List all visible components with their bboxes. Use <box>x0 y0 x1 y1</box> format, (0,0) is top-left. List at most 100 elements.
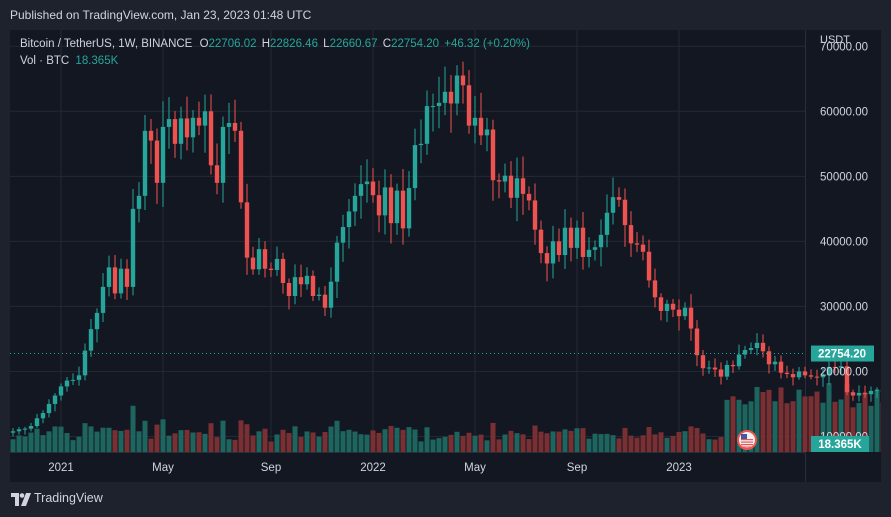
chart-panel[interactable]: 10000.0020000.0030000.0040000.0050000.00… <box>10 30 881 482</box>
candle-body <box>478 117 484 136</box>
volume-bar <box>364 434 370 452</box>
volume-bar <box>880 402 881 452</box>
volume-bar <box>388 425 394 452</box>
candle-body <box>712 367 718 370</box>
candle-body <box>802 371 808 376</box>
candle-body <box>166 119 172 127</box>
volume-bar <box>820 402 826 452</box>
volume-bar <box>412 429 418 452</box>
candle-body <box>766 351 772 365</box>
candle-body <box>352 195 358 212</box>
volume-bar <box>802 396 808 452</box>
candle-body <box>364 181 370 185</box>
volume-bar <box>418 441 424 452</box>
volume-bar <box>868 405 874 452</box>
volume-bar <box>304 431 310 452</box>
volume-bar <box>796 389 802 452</box>
candle-body <box>196 117 202 126</box>
volume-bar <box>52 426 58 452</box>
volume-bar <box>526 439 532 452</box>
flag-canton <box>741 434 747 439</box>
high-label: H <box>261 38 270 50</box>
candle-body <box>736 354 742 367</box>
volume-bar <box>118 430 124 452</box>
time-tick-label: Sep <box>567 462 587 474</box>
volume-bar <box>244 424 250 452</box>
volume-bar <box>748 401 754 452</box>
candle-body <box>550 241 556 264</box>
candle-body <box>850 392 856 396</box>
candle-body <box>616 197 622 200</box>
candle-body <box>544 253 550 264</box>
candle-body <box>790 374 796 378</box>
candle-body <box>826 366 832 376</box>
candle-body <box>484 129 490 136</box>
volume-legend: Vol · BTC 18.365K <box>20 53 530 70</box>
candle-body <box>172 119 178 144</box>
candle-body <box>772 361 778 365</box>
volume-bar <box>298 436 304 452</box>
tradingview-logo[interactable]: TradingView <box>11 491 103 506</box>
volume-bar <box>520 434 526 452</box>
volume-bar <box>676 431 682 452</box>
flag-stripe <box>741 444 753 446</box>
currency-label[interactable]: USDT <box>820 34 850 46</box>
candle-body <box>274 258 280 270</box>
price-chart[interactable]: 10000.0020000.0030000.0040000.0050000.00… <box>10 30 881 482</box>
candle-body <box>424 106 430 144</box>
time-tick-label: 2023 <box>666 462 692 474</box>
symbol-title[interactable]: Bitcoin / TetherUS, 1W, BINANCE <box>20 38 193 50</box>
volume-bar <box>346 429 352 452</box>
volume-bar <box>22 436 28 452</box>
candle-body <box>28 426 34 429</box>
volume-bar <box>316 436 322 452</box>
volume-label[interactable]: Vol · BTC <box>20 55 70 67</box>
candle-body <box>598 234 604 248</box>
volume-bar <box>484 440 490 452</box>
volume-bar <box>322 432 328 452</box>
volume-bar <box>448 434 454 452</box>
volume-bar <box>532 425 538 452</box>
candle-body <box>592 247 598 250</box>
candle-body <box>256 249 262 270</box>
candle-body <box>556 241 562 256</box>
candle-body <box>664 303 670 311</box>
volume-bar <box>856 402 862 452</box>
volume-bar <box>874 390 880 452</box>
volume-bar <box>208 423 214 452</box>
candle-body <box>190 117 196 138</box>
volume-bar <box>718 437 724 452</box>
flag-stripe <box>741 439 753 441</box>
volume-bar <box>538 431 544 452</box>
candle-body <box>640 244 646 252</box>
candle-body <box>448 91 454 104</box>
candle-body <box>334 242 340 282</box>
volume-bar <box>112 430 118 452</box>
candle-body <box>496 180 502 182</box>
volume-bar <box>544 433 550 452</box>
candle-body <box>862 392 868 395</box>
volume-bar <box>334 420 340 452</box>
volume-bar <box>88 426 94 452</box>
candle-body <box>844 366 850 393</box>
candle-body <box>460 75 466 86</box>
candle-body <box>538 229 544 254</box>
candle-body <box>646 251 652 281</box>
time-tick-label: May <box>464 462 486 474</box>
candle-body <box>220 126 226 183</box>
candle-body <box>856 392 862 396</box>
volume-bar <box>622 427 628 452</box>
volume-bar <box>46 431 52 452</box>
us-flag-icon[interactable] <box>737 430 757 450</box>
volume-bar <box>178 430 184 452</box>
candle-body <box>154 140 160 183</box>
volume-bar <box>100 427 106 452</box>
volume-bar <box>694 427 700 452</box>
volume-bar <box>202 433 208 452</box>
candle-body <box>328 281 334 308</box>
candle-body <box>46 403 52 414</box>
low-value: 22660.67 <box>329 38 378 50</box>
volume-bar <box>640 435 646 452</box>
candle-body <box>94 312 100 330</box>
candle-body <box>520 178 526 194</box>
